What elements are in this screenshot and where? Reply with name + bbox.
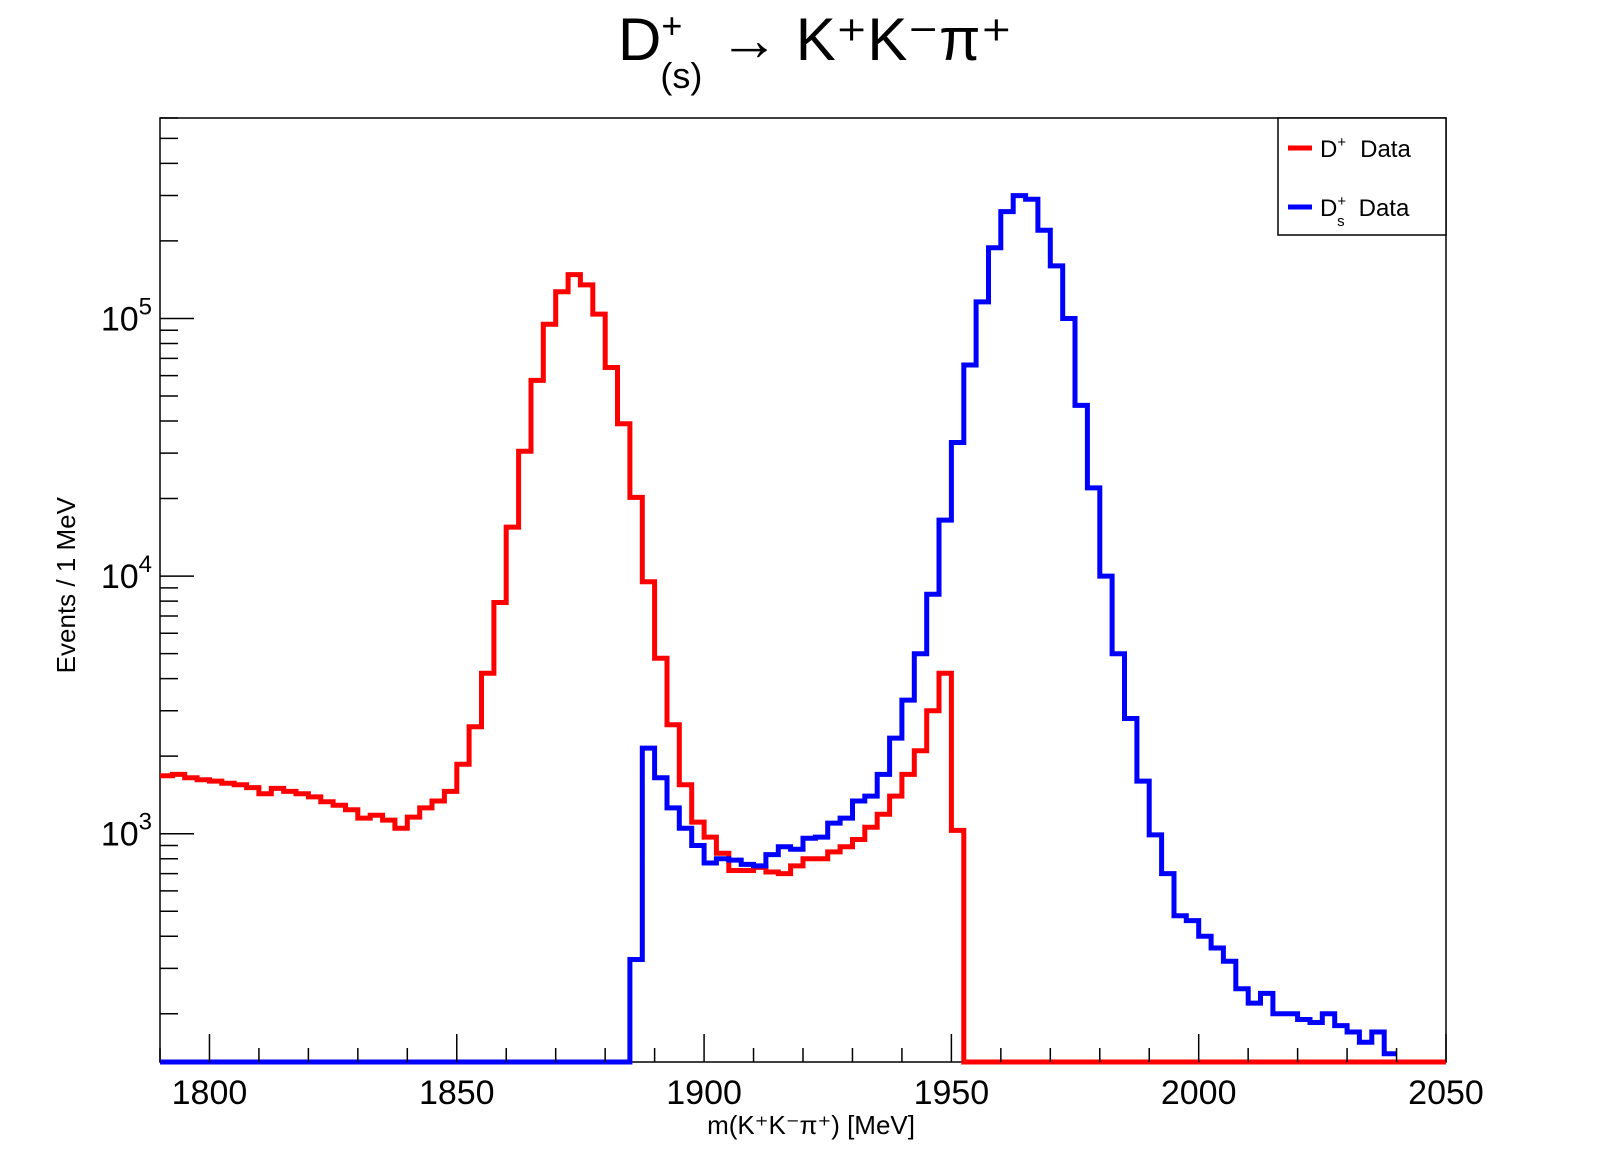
y-tick-label: 104 [101,551,152,596]
y-tick-label: 103 [101,809,152,854]
series-group [160,193,1446,1065]
series-line-1 [160,272,1446,1065]
title-rest: → K⁺K⁻π⁺ [702,6,1012,73]
legend-label-2: D+ s Data [1320,193,1410,230]
y-tick-exponent: 3 [139,809,152,836]
legend-box [1277,117,1447,236]
y-tick-exponent: 4 [139,551,152,578]
title-subscript: (s) [660,55,702,96]
y-tick-base: 10 [101,300,139,338]
chart-title: D+ (s) → K⁺K⁻π⁺ [618,5,1012,96]
chart-title-text: D+ (s) → K⁺K⁻π⁺ [618,5,1012,96]
title-superscript: + [661,5,682,46]
plot-frame [159,117,1447,1063]
x-tick-label: 2050 [1408,1074,1484,1112]
legend-main: D [1320,195,1337,222]
legend-rest: Data [1360,136,1411,163]
x-tick-label: 1800 [172,1074,248,1112]
x-tick-label: 1900 [666,1074,742,1112]
legend-rest: Data [1359,195,1410,222]
legend-label-1: D+ Data [1320,134,1411,163]
y-tick-base: 10 [101,816,139,854]
title-main: D [618,6,661,73]
x-axis-title: m(K⁺K⁻π⁺) [MeV] [707,1110,915,1140]
legend-subscript: s [1337,213,1345,230]
y-tick-label: 105 [101,293,152,338]
legend-superscript: + [1337,134,1346,151]
series-line-2 [160,193,1397,1065]
x-axis: 1800 1850 1900 1950 2000 2050 [159,1034,1484,1112]
y-axis-title: Events / 1 MeV [51,496,81,673]
x-tick-label: 2000 [1161,1074,1237,1112]
y-tick-base: 10 [101,558,139,596]
x-tick-label: 1850 [419,1074,495,1112]
legend-superscript: + [1337,193,1346,210]
y-tick-exponent: 5 [139,293,152,320]
x-tick-label: 1950 [914,1074,990,1112]
legend-main: D [1320,136,1337,163]
